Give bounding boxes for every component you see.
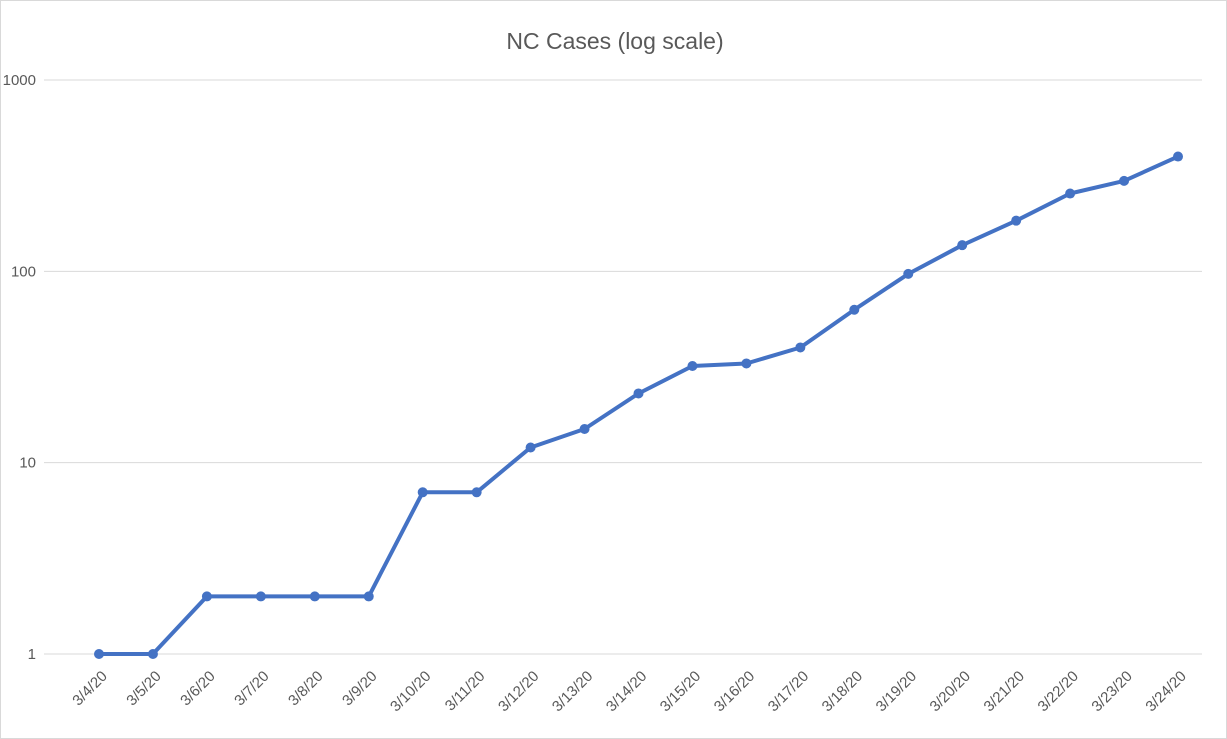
x-tick-label: 3/5/20 bbox=[123, 668, 165, 710]
x-tick-label: 3/6/20 bbox=[177, 668, 219, 710]
data-point bbox=[579, 423, 590, 434]
x-tick-label: 3/22/20 bbox=[1035, 668, 1082, 715]
data-point bbox=[363, 591, 374, 602]
series-layer bbox=[94, 151, 1183, 659]
data-point bbox=[741, 358, 752, 369]
x-tick-label: 3/23/20 bbox=[1088, 668, 1135, 715]
gridlines bbox=[44, 79, 1202, 655]
x-tick-label: 3/10/20 bbox=[387, 668, 434, 715]
data-point bbox=[471, 487, 482, 498]
x-tick-label: 3/15/20 bbox=[657, 668, 704, 715]
x-axis-tick-labels: 3/4/20 3/5/20 3/6/20 3/7/20 3/8/20 3/9/20 3/10… bbox=[69, 668, 1190, 715]
data-point bbox=[795, 342, 806, 353]
data-point bbox=[147, 649, 158, 659]
x-tick-label: 3/9/20 bbox=[339, 668, 381, 710]
x-tick-label: 3/21/20 bbox=[981, 668, 1028, 715]
x-tick-label: 3/19/20 bbox=[873, 668, 920, 715]
data-point bbox=[417, 487, 428, 498]
y-tick-label: 10 bbox=[19, 455, 36, 472]
data-point bbox=[1173, 151, 1183, 162]
x-tick-label: 3/13/20 bbox=[549, 668, 596, 715]
series-line bbox=[97, 154, 1180, 656]
data-point bbox=[309, 591, 320, 602]
data-point bbox=[687, 361, 698, 372]
x-tick-label: 3/24/20 bbox=[1142, 668, 1189, 715]
data-point bbox=[525, 442, 536, 453]
x-tick-label: 3/11/20 bbox=[442, 668, 489, 715]
data-point bbox=[255, 591, 266, 602]
x-tick-label: 3/18/20 bbox=[819, 668, 866, 715]
chart-title: NC Cases (log scale) bbox=[506, 28, 723, 54]
x-tick-label: 3/4/20 bbox=[69, 668, 111, 710]
data-point bbox=[903, 268, 914, 279]
y-tick-label: 1000 bbox=[3, 72, 36, 89]
data-point bbox=[201, 591, 212, 602]
y-axis-tick-labels: 1 10 100 1000 bbox=[3, 72, 36, 663]
x-tick-label: 3/12/20 bbox=[495, 668, 542, 715]
data-point bbox=[1065, 188, 1076, 199]
x-tick-label: 3/7/20 bbox=[231, 668, 273, 710]
data-point bbox=[633, 388, 644, 399]
data-point bbox=[957, 240, 968, 251]
data-point bbox=[94, 649, 104, 659]
data-point bbox=[849, 304, 860, 315]
x-tick-label: 3/8/20 bbox=[285, 668, 327, 710]
x-tick-label: 3/20/20 bbox=[927, 668, 974, 715]
x-tick-label: 3/17/20 bbox=[765, 668, 812, 715]
x-tick-label: 3/14/20 bbox=[603, 668, 650, 715]
data-point bbox=[1119, 175, 1130, 186]
y-tick-label: 100 bbox=[11, 263, 36, 280]
y-tick-label: 1 bbox=[28, 646, 36, 663]
x-tick-label: 3/16/20 bbox=[711, 668, 758, 715]
data-point bbox=[1011, 215, 1022, 226]
